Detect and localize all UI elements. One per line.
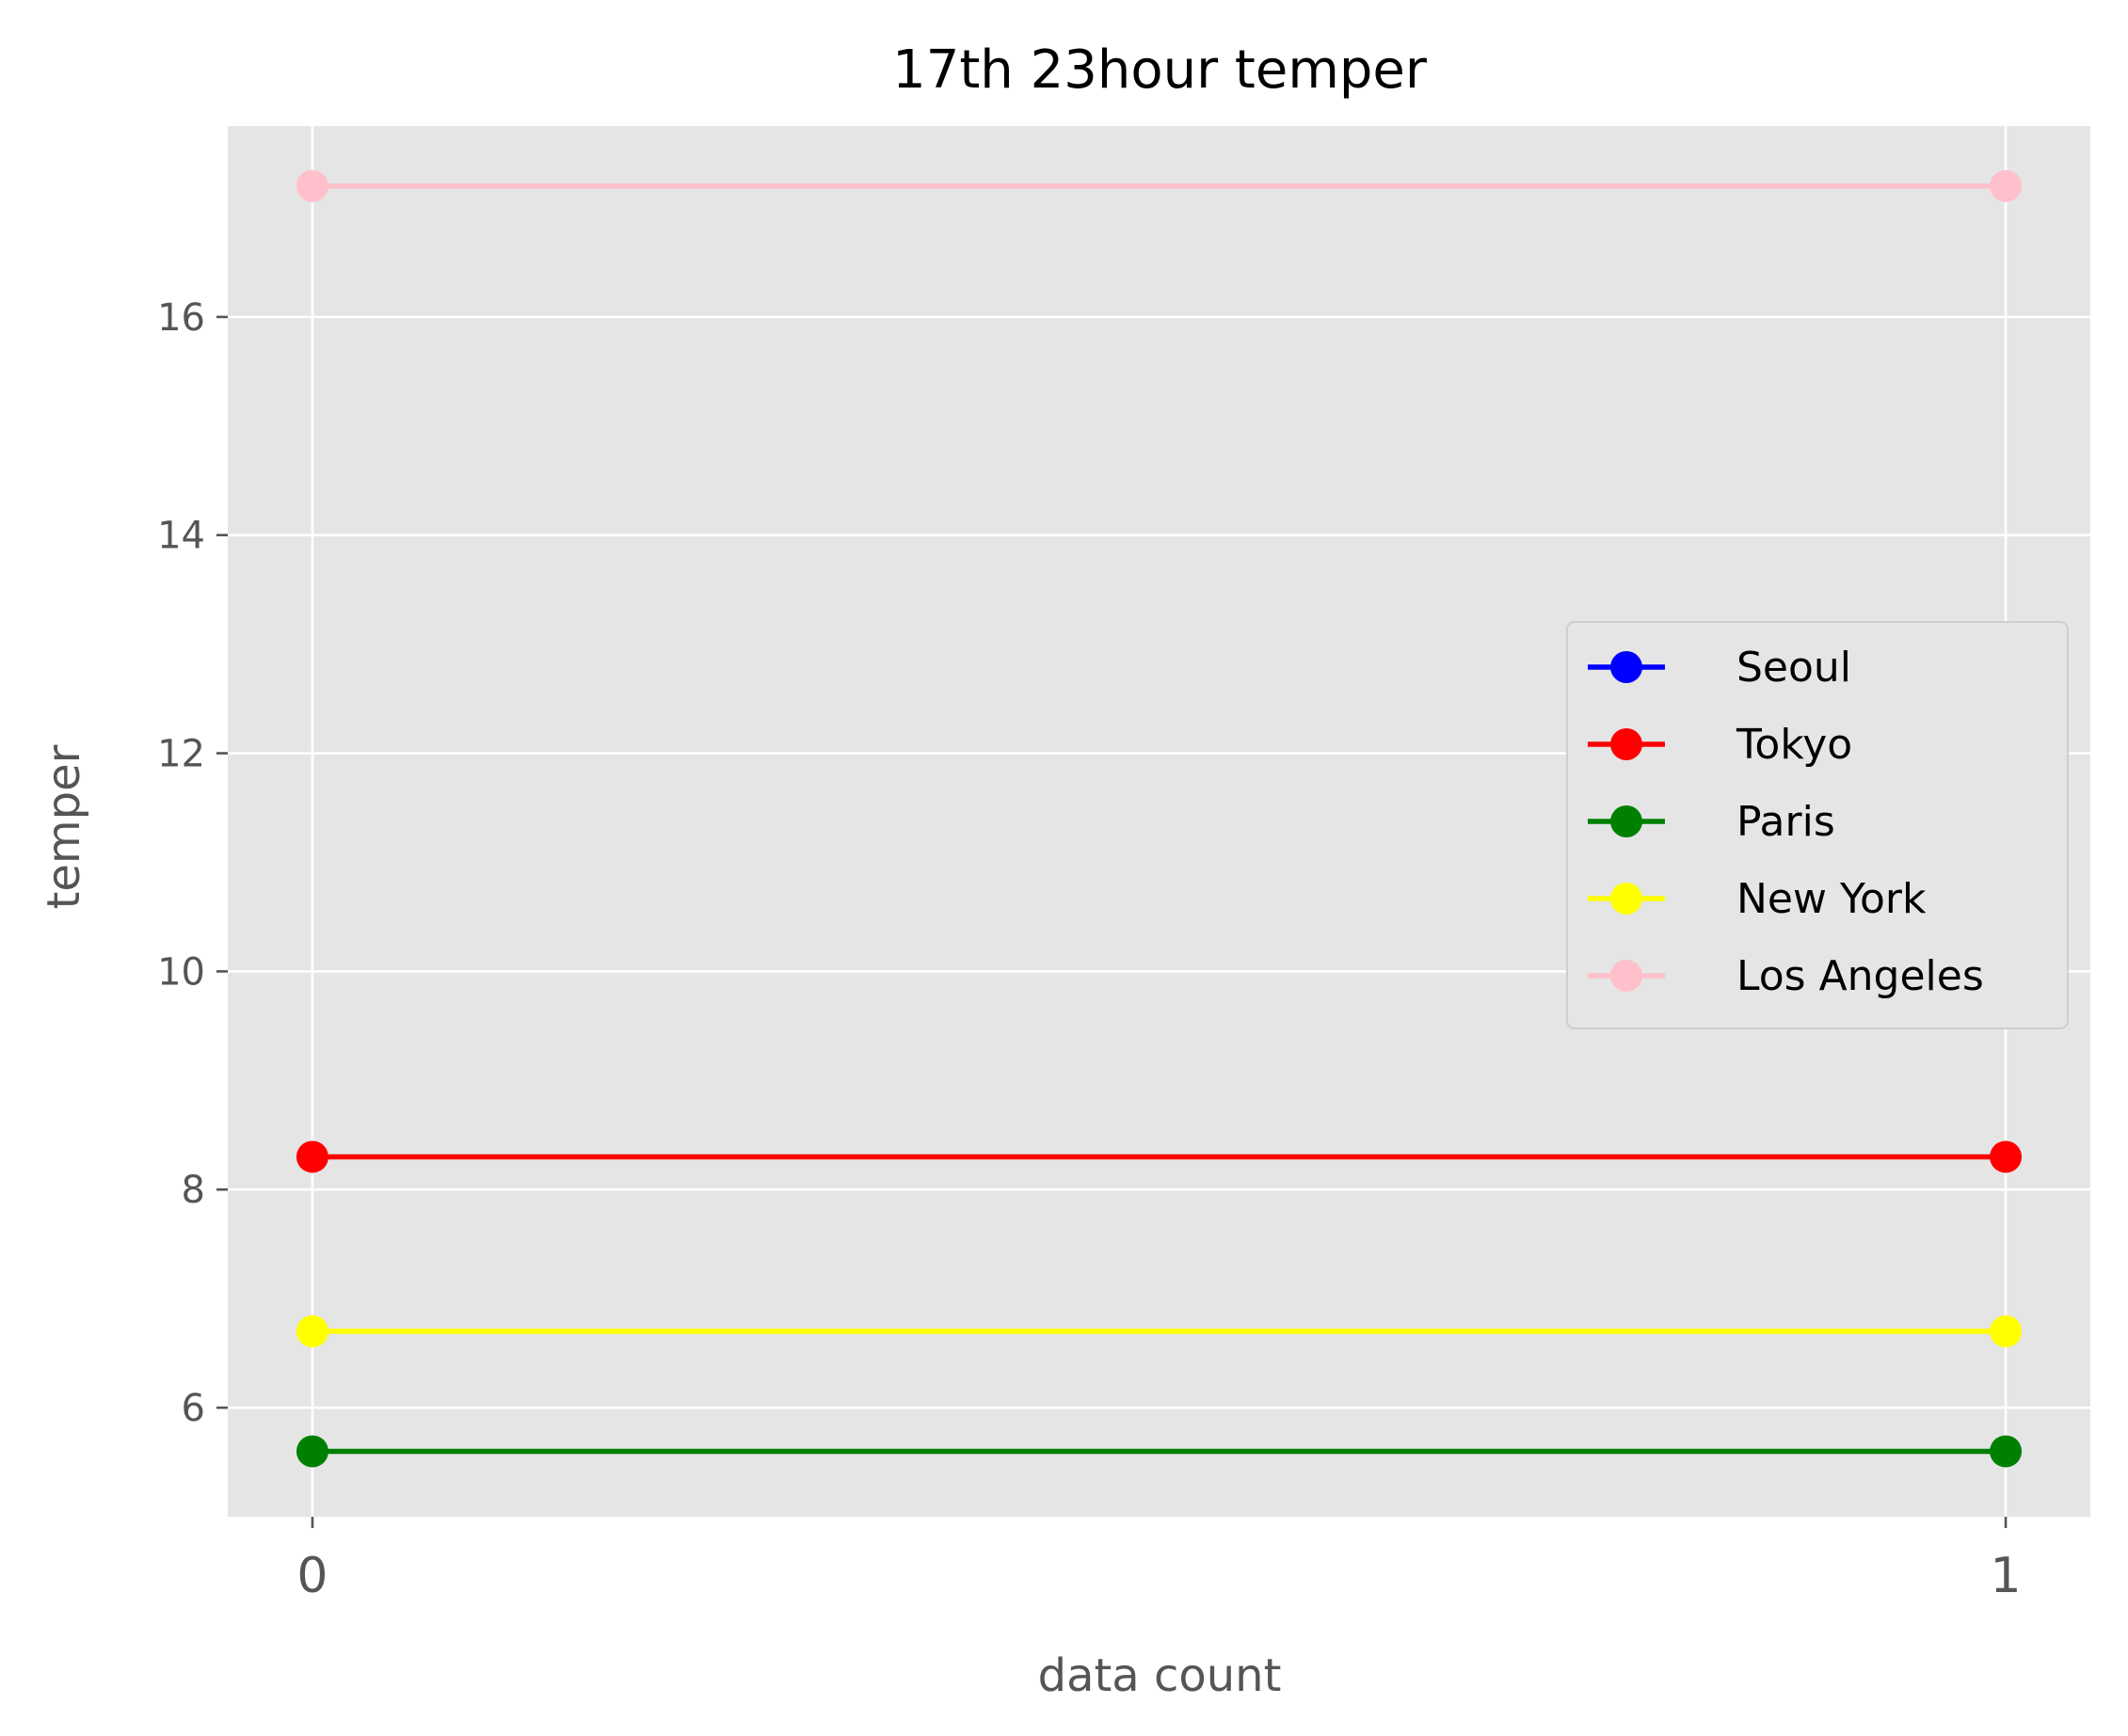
- series-tokyo: [296, 1140, 2023, 1173]
- data-point-paris: [1990, 1435, 2023, 1468]
- data-point-paris: [296, 1435, 328, 1468]
- legend-label-new-york: New York: [1736, 875, 1927, 923]
- legend-marker-tokyo: [1610, 728, 1642, 760]
- y-tick-label: 6: [182, 1387, 205, 1430]
- data-point-tokyo: [296, 1140, 328, 1173]
- legend-box: [1566, 621, 2069, 1029]
- data-point-tokyo: [1990, 1140, 2023, 1173]
- legend-item-seoul: Seoul: [1588, 644, 1851, 692]
- legend-label-los-angeles: Los Angeles: [1736, 952, 1984, 1000]
- x-tick-label: 1: [1990, 1548, 2021, 1604]
- x-axis-label: data count: [1038, 1649, 1282, 1702]
- legend-item-new-york: New York: [1588, 875, 1927, 923]
- axis-ticks: 6 8 10 12 14 16 0 1: [157, 296, 2021, 1604]
- data-point-los-angeles: [296, 169, 328, 202]
- legend: Seoul Tokyo Paris New York Los Angeles: [1566, 621, 2069, 1029]
- legend-marker-paris: [1610, 805, 1642, 837]
- series-paris: [296, 1435, 2023, 1468]
- y-tick-label: 12: [157, 733, 205, 776]
- y-tick-label: 14: [157, 515, 205, 558]
- legend-item-los-angeles: Los Angeles: [1588, 952, 1984, 1000]
- data-point-new-york: [1990, 1314, 2023, 1347]
- legend-item-tokyo: Tokyo: [1588, 721, 1852, 769]
- x-tick-label: 0: [296, 1548, 328, 1604]
- y-axis-label: temper: [38, 744, 90, 909]
- legend-label-seoul: Seoul: [1736, 644, 1851, 692]
- series-new-york: [296, 1314, 2023, 1347]
- legend-marker-los-angeles: [1610, 960, 1642, 992]
- legend-item-paris: Paris: [1588, 798, 1835, 846]
- data-point-los-angeles: [1990, 169, 2023, 202]
- series-los-angeles: [296, 169, 2023, 202]
- series-lines: [296, 169, 2023, 1468]
- data-point-new-york: [296, 1314, 328, 1347]
- y-tick-label: 16: [157, 296, 205, 340]
- legend-marker-new-york: [1610, 883, 1642, 915]
- y-tick-label: 8: [182, 1169, 205, 1212]
- y-tick-label: 10: [157, 950, 205, 994]
- legend-label-tokyo: Tokyo: [1736, 721, 1852, 769]
- chart-title: 17th 23hour temper: [892, 40, 1428, 101]
- legend-marker-seoul: [1610, 651, 1642, 683]
- legend-label-paris: Paris: [1736, 798, 1835, 846]
